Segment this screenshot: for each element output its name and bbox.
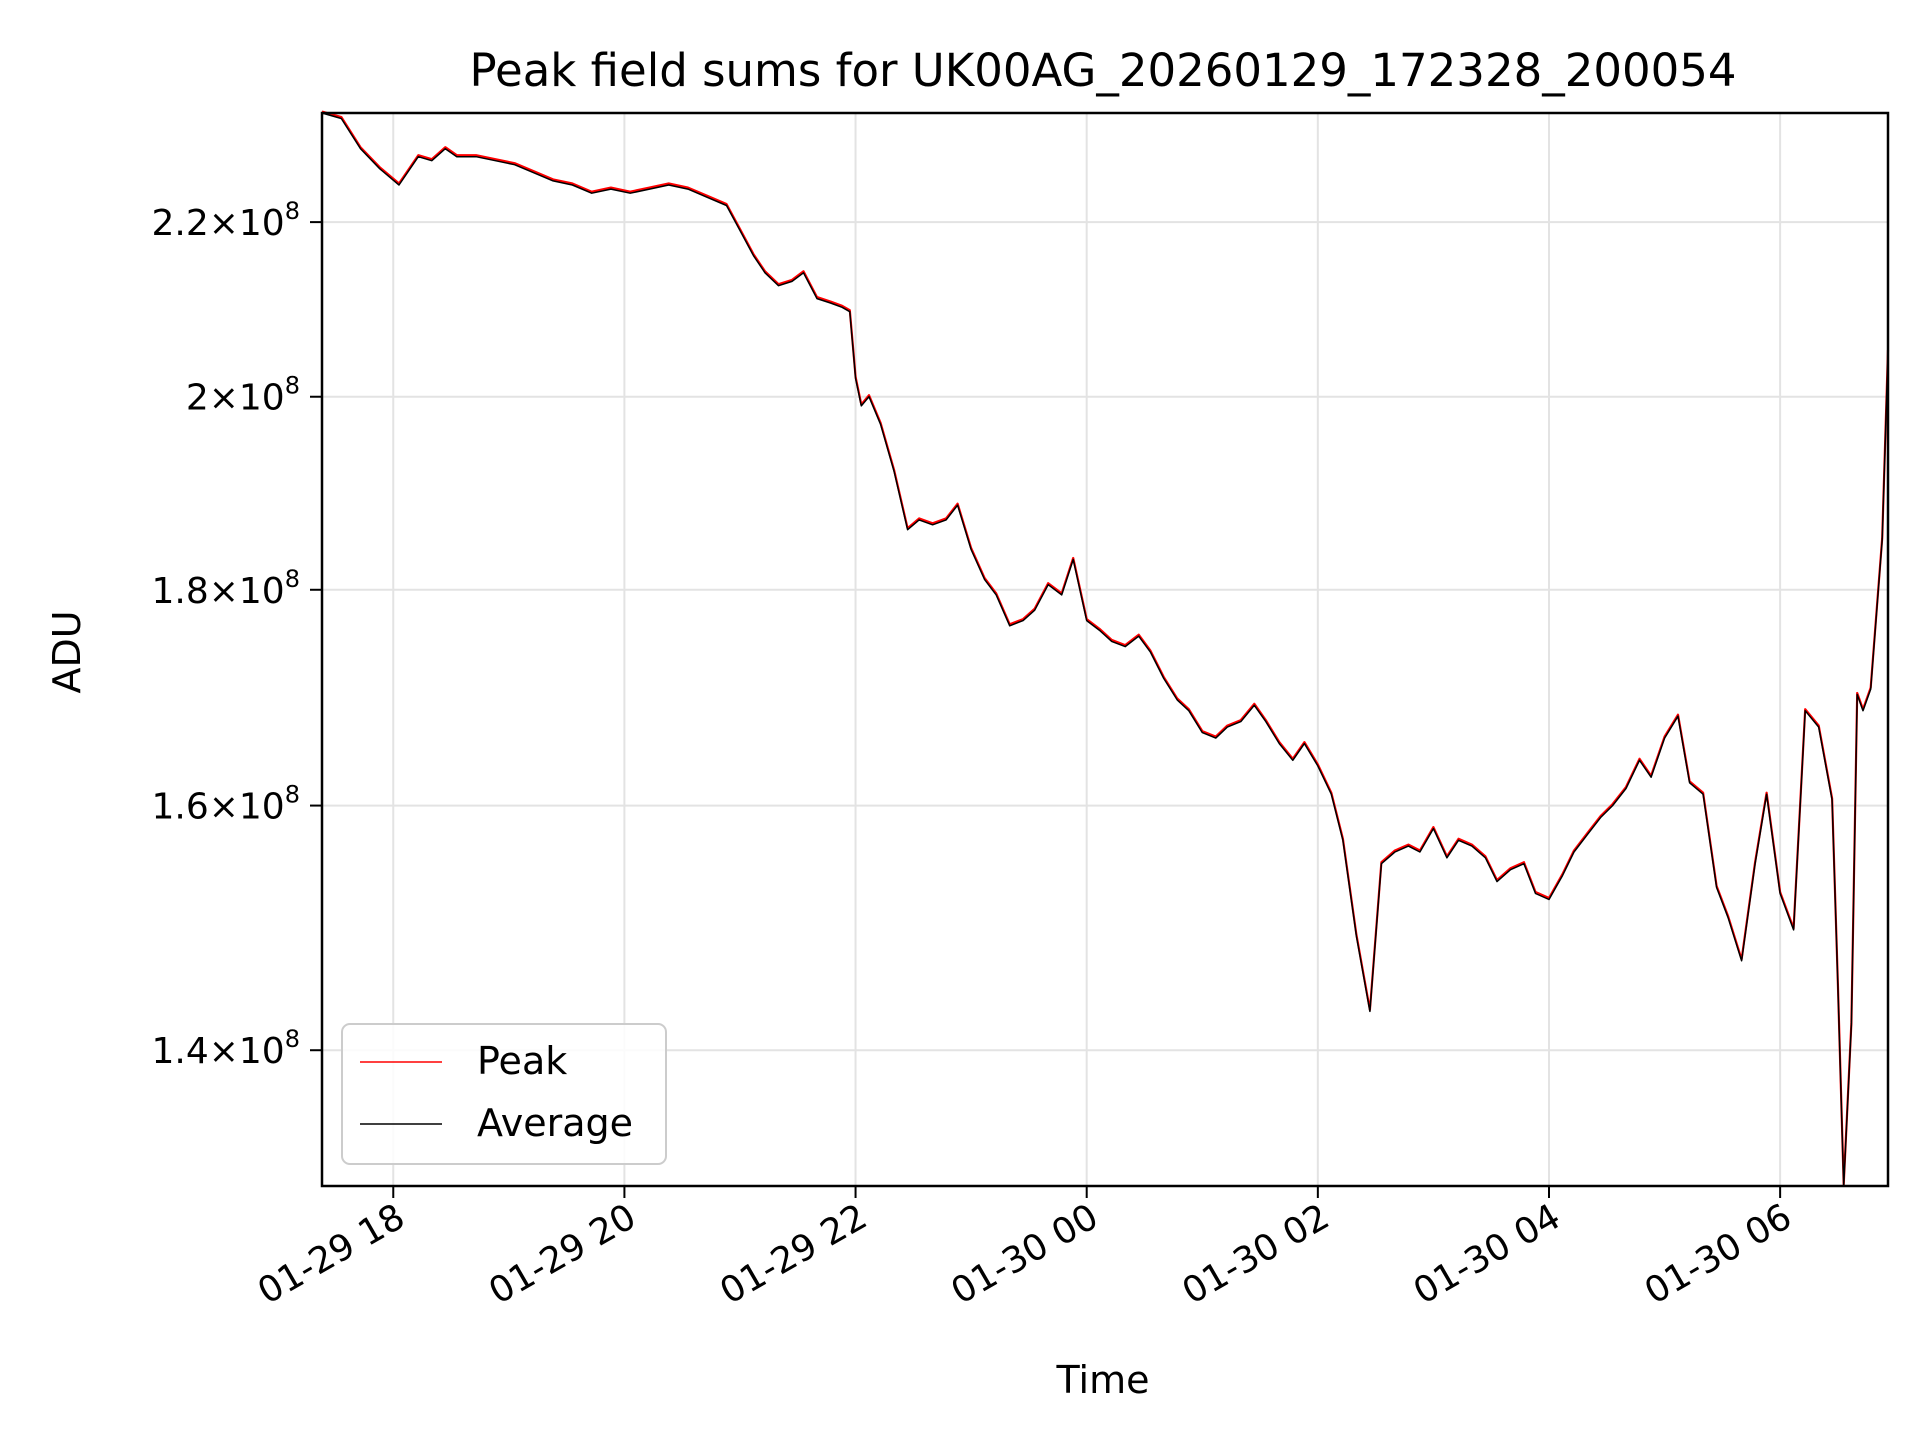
y-tick-exponent: 8 <box>285 372 300 400</box>
y-tick-times: ×10 <box>209 571 285 612</box>
series-line-average <box>321 112 1889 1187</box>
x-tick-label: 01-30 06 <box>1638 1196 1799 1312</box>
y-tick-mantissa: 2 <box>186 378 209 419</box>
y-tick-mantissa: 1.4 <box>151 1031 208 1072</box>
y-tick-exponent: 8 <box>285 197 300 225</box>
y-axis-label: ADU <box>45 610 89 693</box>
grid <box>322 113 1888 1186</box>
y-tick-mantissa: 1.8 <box>151 571 208 612</box>
x-tick-label: 01-30 04 <box>1407 1196 1568 1312</box>
y-tick-label: 2×108 <box>186 372 300 419</box>
x-tick-label: 01-29 18 <box>251 1196 412 1312</box>
plot-frame <box>320 111 1890 1188</box>
chart-title: Peak field sums for UK00AG_20260129_1723… <box>470 44 1737 97</box>
x-axis-label: Time <box>1056 1358 1150 1402</box>
y-tick-times: ×10 <box>209 787 285 828</box>
y-tick-mantissa: 1.6 <box>151 787 208 828</box>
legend-label-average: Average <box>477 1101 633 1145</box>
series-lines <box>321 110 1890 1187</box>
y-tick-exponent: 8 <box>285 1025 300 1053</box>
y-tick-times: ×10 <box>209 203 285 244</box>
x-tick-label: 01-29 20 <box>482 1196 643 1312</box>
y-tick-exponent: 8 <box>285 781 300 809</box>
y-tick-label: 1.4×108 <box>151 1025 300 1072</box>
x-tick-label: 01-30 00 <box>945 1196 1106 1312</box>
legend-label-peak: Peak <box>477 1039 567 1083</box>
y-tick-exponent: 8 <box>285 565 300 593</box>
y-tick-label: 1.8×108 <box>151 565 300 612</box>
legend-box <box>341 1023 667 1165</box>
y-tick-label: 2.2×108 <box>151 197 300 244</box>
y-tick-mantissa: 2.2 <box>151 203 208 244</box>
x-axis: 01-29 18 01-29 20 01-29 22 01-30 00 01-30 02… <box>251 1186 1799 1313</box>
x-tick-label: 01-30 02 <box>1176 1196 1337 1312</box>
y-tick-times: ×10 <box>209 1031 285 1072</box>
x-tick-label: 01-29 22 <box>713 1196 874 1312</box>
y-tick-label: 1.6×108 <box>151 781 300 828</box>
legend: Peak Average <box>341 1023 667 1165</box>
y-tick-times: ×10 <box>209 378 285 419</box>
